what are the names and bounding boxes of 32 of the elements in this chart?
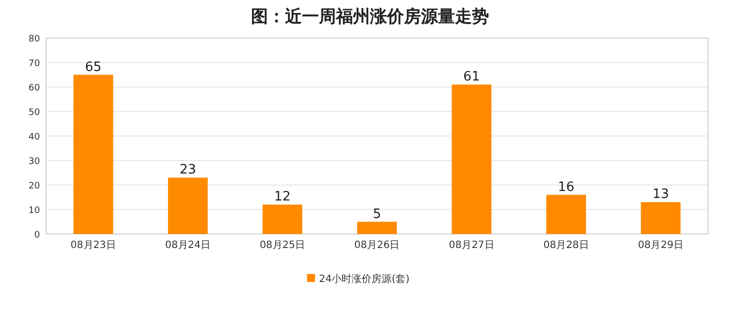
bar (73, 74, 114, 234)
data-label: 5 (372, 206, 382, 222)
chart-title: 图：近一周福州涨价房源量走势 (251, 7, 489, 27)
y-tick-label: 30 (28, 157, 40, 167)
x-tick-label: 08月26日 (354, 240, 400, 251)
x-tick-label: 08月29日 (638, 240, 684, 251)
y-tick-label: 80 (28, 34, 40, 44)
bar (640, 202, 681, 234)
bar (452, 84, 492, 234)
data-label: 12 (274, 190, 291, 205)
y-tick-label: 50 (28, 108, 40, 118)
bar (546, 194, 586, 234)
bar (168, 178, 208, 234)
data-label: 61 (463, 70, 480, 85)
bar (262, 204, 302, 234)
y-tick-label: 60 (28, 84, 40, 94)
legend-label: 24小时涨价房源(套) (319, 273, 410, 285)
y-tick-label: 70 (28, 59, 40, 69)
x-tick-label: 08月25日 (260, 240, 306, 251)
bar (357, 222, 397, 234)
y-tick-label: 20 (28, 182, 40, 192)
x-tick-label: 08月24日 (165, 240, 211, 251)
x-tick-label: 08月23日 (70, 240, 116, 251)
x-tick-label: 08月27日 (448, 240, 494, 251)
y-tick-label: 10 (28, 206, 40, 216)
data-label: 65 (85, 60, 102, 75)
y-tick-label: 40 (28, 132, 40, 142)
data-label: 16 (558, 180, 574, 195)
data-label: 23 (180, 162, 196, 178)
x-tick-label: 08月28日 (543, 240, 589, 251)
data-label: 13 (652, 187, 669, 202)
y-tick-label: 0 (34, 230, 40, 240)
